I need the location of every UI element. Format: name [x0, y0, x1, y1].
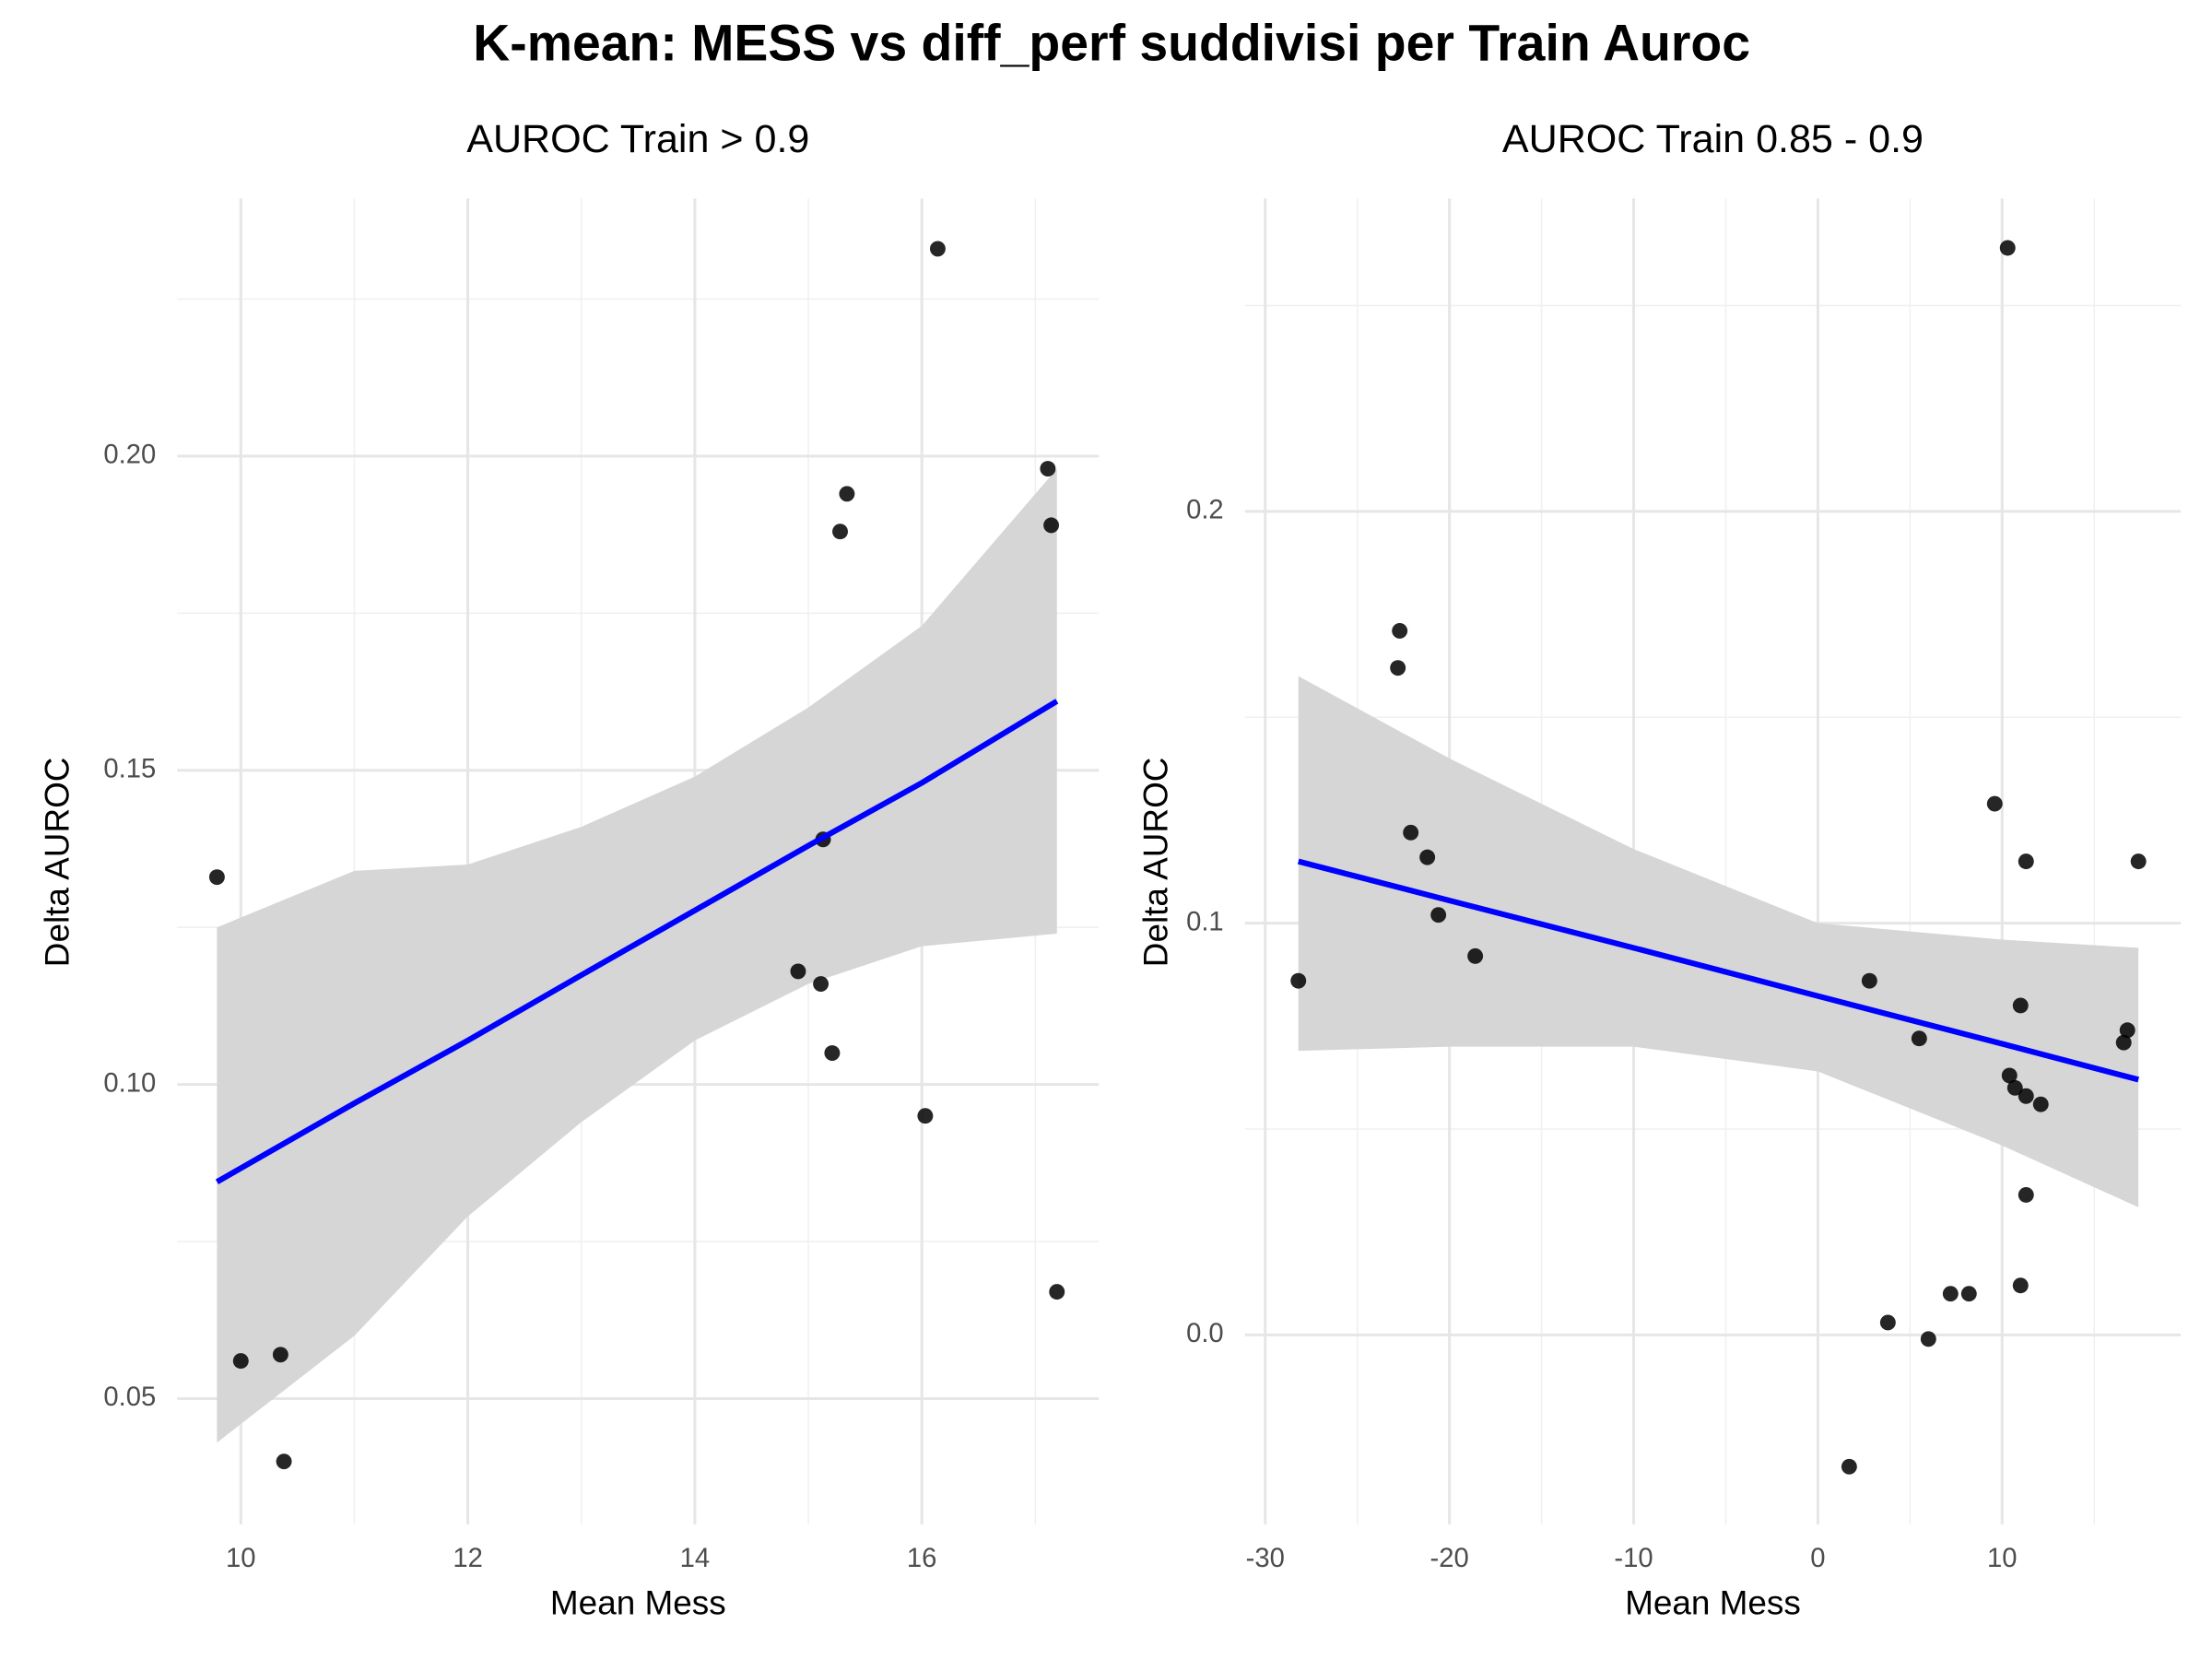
x-tick-label: 16: [907, 1544, 937, 1573]
figure-title: K-mean: MESS vs diff_perf suddivisi per …: [473, 14, 1750, 71]
y-tick-label: 0.05: [103, 1382, 156, 1412]
y-tick-label: 0.15: [103, 754, 156, 783]
data-point: [790, 963, 806, 980]
x-axis-label: Mean Mess: [1625, 1583, 1801, 1621]
x-tick-label: -10: [1614, 1544, 1653, 1573]
data-point: [1911, 1030, 1927, 1047]
y-tick-label: 0.20: [103, 441, 156, 470]
data-point: [1419, 849, 1436, 865]
data-point: [2018, 853, 2034, 870]
data-point: [2012, 997, 2029, 1014]
data-point: [1040, 461, 1056, 477]
regression-line: [215, 699, 1059, 1184]
regression-line: [1297, 858, 2139, 1083]
data-point: [1049, 1284, 1065, 1300]
x-tick-label: -20: [1430, 1544, 1469, 1573]
y-tick-label: 0.1: [1186, 907, 1224, 936]
y-tick-label: 0.2: [1186, 496, 1224, 525]
data-point: [1043, 517, 1060, 534]
data-point: [208, 869, 225, 886]
y-tick-label: 0.0: [1186, 1319, 1224, 1348]
data-point: [2119, 1022, 2136, 1039]
data-point: [1879, 1314, 1896, 1331]
data-point: [1390, 660, 1406, 677]
data-point: [832, 524, 848, 540]
data-point: [1960, 1286, 1977, 1302]
data-point: [2018, 1187, 2034, 1203]
panel: AUROC Train 0.85 - 0.9 Mean Mess Delta AUR…: [1137, 117, 2182, 1621]
x-tick-label: 0: [1810, 1544, 1825, 1573]
x-tick-label: 14: [680, 1544, 711, 1573]
data-point: [1841, 1458, 1857, 1475]
data-point: [839, 486, 855, 502]
y-axis-label: Delta AUROC: [38, 758, 76, 968]
data-point: [1986, 795, 2003, 812]
data-point: [824, 1045, 841, 1062]
confidence-band: [217, 468, 1057, 1443]
data-point: [2006, 1079, 2023, 1096]
data-point: [2012, 1277, 2029, 1294]
data-point: [232, 1353, 249, 1370]
data-point: [917, 1108, 934, 1124]
y-axis-label: Delta AUROC: [1137, 758, 1175, 968]
x-tick-label: 10: [1987, 1544, 2018, 1573]
data-point: [272, 1347, 288, 1363]
data-point: [1861, 972, 1877, 989]
x-tick-label: 10: [226, 1544, 256, 1573]
panel-title: AUROC Train > 0.9: [466, 117, 809, 161]
data-point: [2001, 1067, 2018, 1084]
data-point: [1290, 972, 1307, 989]
x-axis-label: Mean Mess: [550, 1583, 726, 1621]
confidence-band: [1298, 676, 2139, 1207]
data-point: [1942, 1286, 1959, 1302]
data-point: [929, 241, 946, 257]
data-point: [1999, 240, 2016, 256]
panel: AUROC Train > 0.9 Mean Mess Delta AUROC 10 1…: [38, 117, 1100, 1621]
data-point: [813, 976, 830, 993]
data-point: [1392, 622, 1408, 639]
x-tick-label: 12: [453, 1544, 483, 1573]
data-point: [2018, 1088, 2034, 1104]
data-point: [2130, 853, 2147, 870]
data-point: [1467, 947, 1484, 964]
y-tick-label: 0.10: [103, 1068, 156, 1098]
data-point: [1403, 824, 1419, 841]
data-point: [2115, 1034, 2132, 1051]
data-point: [1430, 907, 1447, 924]
panel-title: AUROC Train 0.85 - 0.9: [1502, 117, 1924, 161]
data-point: [2032, 1096, 2049, 1112]
x-tick-label: -30: [1246, 1544, 1285, 1573]
data-point: [1920, 1331, 1936, 1347]
data-point: [276, 1453, 292, 1470]
